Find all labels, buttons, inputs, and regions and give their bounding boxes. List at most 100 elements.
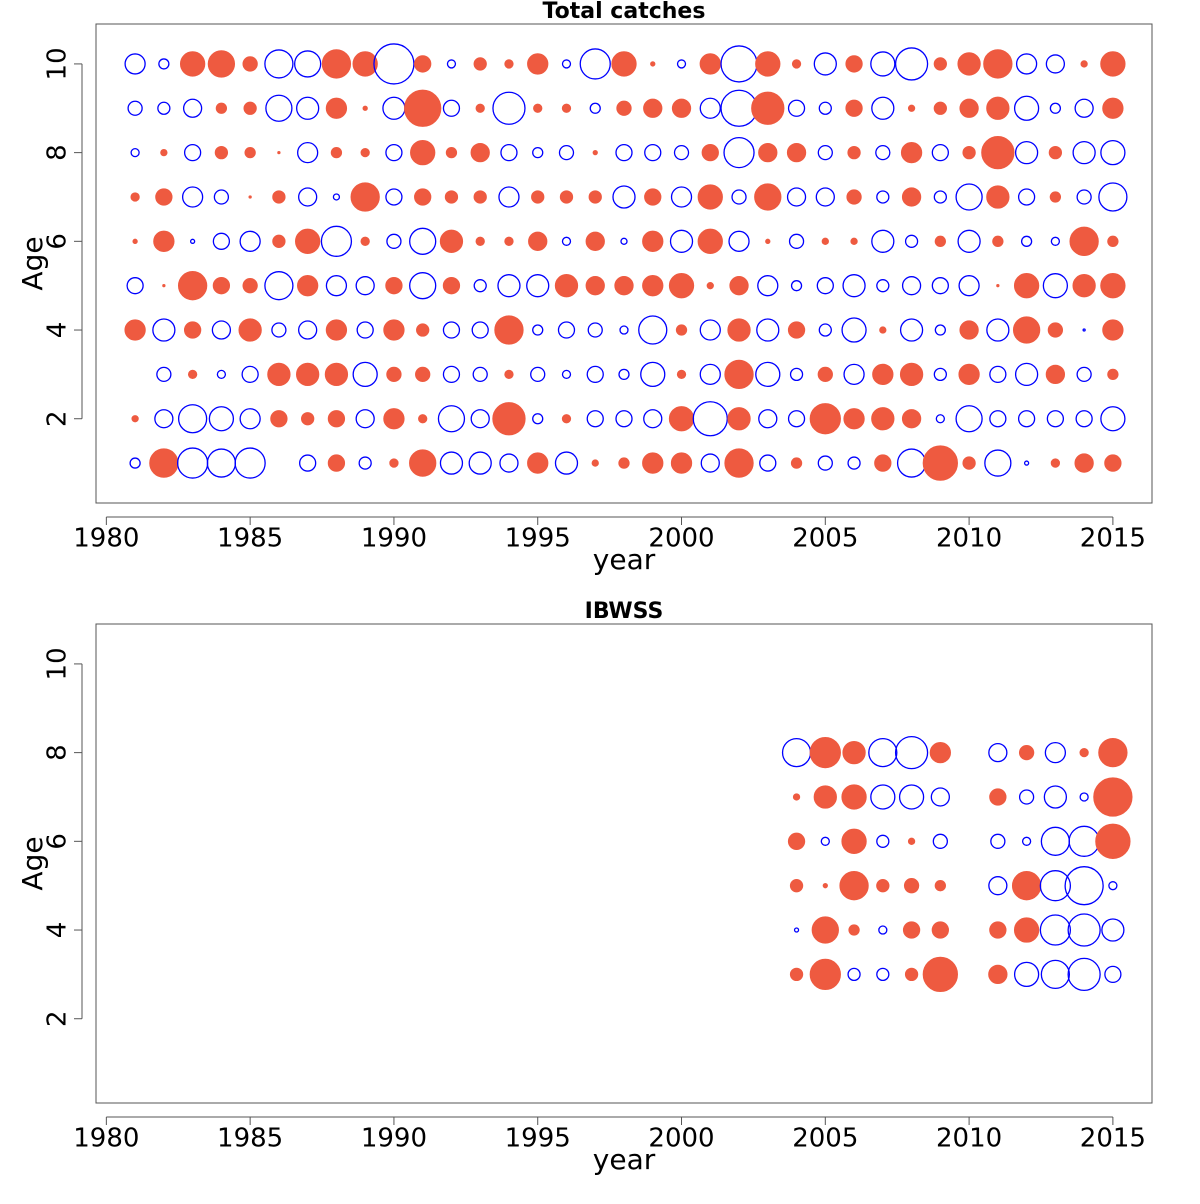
y-tick-label: 6 bbox=[43, 833, 73, 850]
bubble bbox=[1018, 744, 1035, 761]
bubble bbox=[1011, 871, 1042, 901]
bubble bbox=[1068, 825, 1100, 857]
bubble bbox=[901, 409, 922, 429]
bubble bbox=[242, 278, 258, 294]
bubble bbox=[878, 925, 888, 935]
bubble bbox=[781, 737, 812, 768]
bubble bbox=[298, 187, 318, 207]
x-tick-label: 2010 bbox=[936, 524, 1002, 554]
bubble bbox=[876, 190, 890, 204]
bubble bbox=[1013, 917, 1040, 943]
bubble bbox=[1043, 785, 1068, 809]
bubble bbox=[416, 323, 430, 337]
bubble bbox=[442, 99, 461, 117]
bubble bbox=[385, 188, 403, 206]
bubble bbox=[755, 361, 781, 388]
bubble bbox=[922, 445, 958, 481]
bubble bbox=[756, 318, 780, 342]
bubble bbox=[206, 448, 237, 478]
y-tick-label: 2 bbox=[43, 410, 73, 427]
bubble bbox=[786, 142, 807, 163]
bubble bbox=[986, 318, 1010, 342]
bubble bbox=[588, 190, 602, 204]
bubble bbox=[126, 277, 144, 295]
bubble bbox=[160, 148, 168, 157]
x-tick-label: 2015 bbox=[1080, 1124, 1146, 1154]
bubble bbox=[124, 319, 146, 341]
bubble bbox=[1021, 836, 1032, 846]
x-tick-label: 1980 bbox=[73, 1124, 139, 1154]
bubble bbox=[356, 321, 374, 339]
bubble bbox=[894, 47, 929, 81]
bubble bbox=[473, 279, 487, 293]
bubble bbox=[212, 232, 231, 250]
bubble bbox=[789, 367, 804, 382]
bubble bbox=[841, 317, 867, 343]
bubble bbox=[157, 101, 171, 115]
bubble bbox=[988, 964, 1008, 985]
x-tick-label: 1990 bbox=[361, 1124, 427, 1154]
bubble bbox=[1014, 140, 1039, 165]
bubble bbox=[189, 238, 196, 244]
bubble bbox=[933, 367, 947, 382]
bubble bbox=[842, 274, 866, 298]
bubble bbox=[847, 456, 861, 470]
bubble bbox=[270, 410, 288, 428]
bubble bbox=[813, 785, 837, 809]
bubble bbox=[1018, 789, 1035, 805]
bubble bbox=[272, 190, 286, 204]
bubble bbox=[962, 145, 976, 160]
bubble bbox=[445, 146, 458, 159]
bubble bbox=[1013, 95, 1040, 121]
bubble bbox=[1015, 53, 1038, 75]
bubble bbox=[876, 967, 890, 982]
bubble bbox=[243, 101, 257, 115]
x-tick-label: 2015 bbox=[1080, 524, 1146, 554]
bubble bbox=[504, 59, 514, 69]
bubble bbox=[296, 96, 320, 120]
bubble bbox=[675, 324, 688, 336]
bubble bbox=[418, 414, 428, 424]
bubble bbox=[845, 55, 863, 73]
bubble bbox=[154, 409, 174, 429]
bubble bbox=[955, 405, 983, 433]
bubble bbox=[475, 103, 485, 113]
bubble bbox=[297, 275, 319, 297]
bubble bbox=[385, 277, 403, 295]
x-tick-label: 2005 bbox=[792, 524, 858, 554]
bubble bbox=[579, 48, 611, 80]
y-tick-label: 8 bbox=[43, 744, 73, 761]
bubble bbox=[589, 102, 601, 114]
bubble bbox=[934, 235, 946, 247]
bubble bbox=[901, 187, 922, 207]
bubble bbox=[903, 878, 920, 894]
bubble bbox=[296, 362, 320, 387]
bubble bbox=[815, 187, 835, 207]
bubble bbox=[373, 43, 415, 85]
bubble bbox=[156, 366, 172, 383]
bubble bbox=[618, 457, 630, 469]
bubble bbox=[1017, 410, 1036, 428]
bubble bbox=[239, 230, 261, 252]
bubble bbox=[504, 236, 514, 246]
bubble bbox=[650, 61, 656, 67]
bubble bbox=[352, 361, 378, 388]
bubble bbox=[996, 284, 1000, 288]
chart-title: IBWSS bbox=[585, 599, 664, 624]
bubble bbox=[846, 189, 862, 205]
bubble bbox=[362, 105, 368, 111]
bubble bbox=[1044, 741, 1067, 764]
bubble bbox=[470, 409, 490, 429]
bubble bbox=[297, 141, 319, 164]
bubble bbox=[871, 407, 895, 431]
bubble bbox=[983, 49, 1013, 79]
bubble bbox=[673, 144, 690, 161]
bubble bbox=[527, 452, 549, 474]
bubble bbox=[267, 362, 291, 387]
bubble bbox=[957, 52, 981, 76]
bubble bbox=[868, 737, 898, 768]
bubble bbox=[561, 103, 572, 113]
bubble bbox=[561, 59, 572, 69]
bubble bbox=[389, 458, 399, 468]
bubble bbox=[527, 53, 549, 75]
